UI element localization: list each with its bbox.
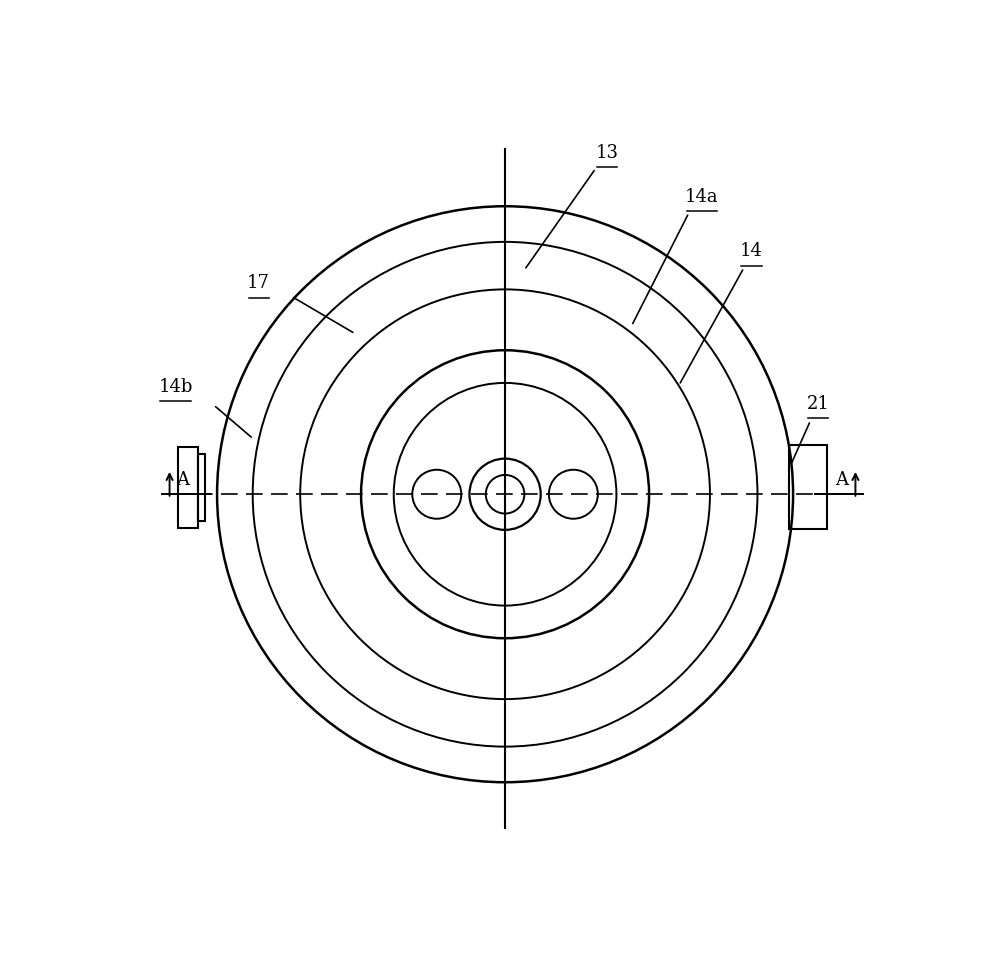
Bar — [789, 444, 827, 529]
Text: 13: 13 — [595, 144, 618, 162]
Text: A: A — [176, 471, 189, 489]
Bar — [178, 447, 198, 527]
Text: 21: 21 — [807, 394, 830, 413]
Text: A: A — [836, 471, 849, 489]
Text: 14a: 14a — [685, 188, 719, 206]
Text: 17: 17 — [247, 275, 270, 292]
Text: 14b: 14b — [158, 378, 193, 396]
Text: 14: 14 — [740, 242, 763, 260]
Bar — [198, 454, 205, 521]
